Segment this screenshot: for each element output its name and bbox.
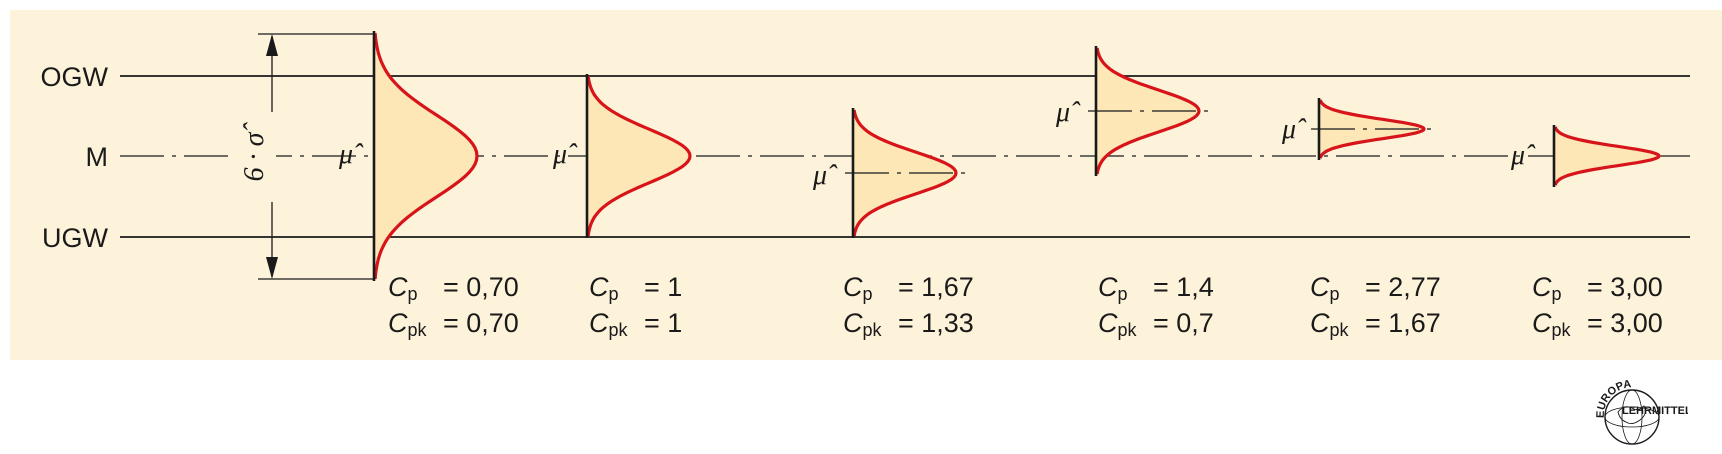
six-sigma-dimension: 6 · σ̂ bbox=[236, 33, 374, 280]
distribution-fill bbox=[587, 76, 690, 236]
cp-caption: Cp = 1,67 bbox=[843, 272, 974, 304]
cp-caption: Cp = 1 bbox=[589, 272, 682, 304]
distribution-fill bbox=[1096, 48, 1199, 174]
mean-estimate-label: μ̂ bbox=[812, 160, 838, 191]
distribution-curve bbox=[373, 32, 479, 280]
distribution-curve bbox=[852, 109, 958, 237]
mean-estimate-label: μ̂ bbox=[1281, 114, 1307, 145]
distribution-fill bbox=[853, 110, 956, 236]
cpk-caption: Cpk = 1,33 bbox=[843, 308, 974, 340]
cpk-caption: Cpk = 0,7 bbox=[1098, 308, 1214, 340]
distribution-2: μ̂ Cp = 1 Cpk = 1 bbox=[552, 74, 692, 340]
distribution-curve bbox=[1553, 126, 1661, 186]
mean-estimate-label: μ̂ bbox=[338, 139, 364, 170]
distribution-5: μ̂ Cp = 2,77 Cpk = 1,67 bbox=[1281, 98, 1441, 340]
distribution-4: μ̂ Cp = 1,4 Cpk = 0,7 bbox=[1055, 46, 1214, 340]
mean-estimate-label: μ̂ bbox=[552, 139, 578, 170]
mean-estimate-label: μ̂ bbox=[1055, 97, 1081, 128]
cpk-caption: Cpk = 1 bbox=[589, 308, 682, 340]
europa-lehrmittel-logo: EUROPA LEHRMITTEL bbox=[1595, 378, 1688, 445]
cp-caption: Cp = 1,4 bbox=[1098, 272, 1214, 304]
distribution-fill bbox=[374, 33, 477, 279]
logo-bottom-text: LEHRMITTEL bbox=[1622, 405, 1688, 417]
distribution-curve bbox=[1318, 99, 1426, 159]
upper-limit-label: OGW bbox=[41, 62, 109, 92]
cpk-caption: Cpk = 1,67 bbox=[1310, 308, 1441, 340]
lower-limit-label: UGW bbox=[42, 223, 109, 253]
cp-caption: Cp = 3,00 bbox=[1532, 272, 1663, 304]
cpk-caption: Cpk = 3,00 bbox=[1532, 308, 1663, 340]
distribution-curve bbox=[586, 75, 692, 237]
cpk-caption: Cpk = 0,70 bbox=[388, 308, 519, 340]
distribution-1: μ̂ Cp = 0,70 Cpk = 0,70 bbox=[338, 31, 519, 340]
distribution-3: μ̂ Cp = 1,67 Cpk = 1,33 bbox=[812, 108, 974, 340]
cp-caption: Cp = 0,70 bbox=[388, 272, 519, 304]
cp-caption: Cp = 2,77 bbox=[1310, 272, 1441, 304]
mean-label: M bbox=[86, 142, 109, 172]
distribution-curve bbox=[1095, 47, 1201, 175]
